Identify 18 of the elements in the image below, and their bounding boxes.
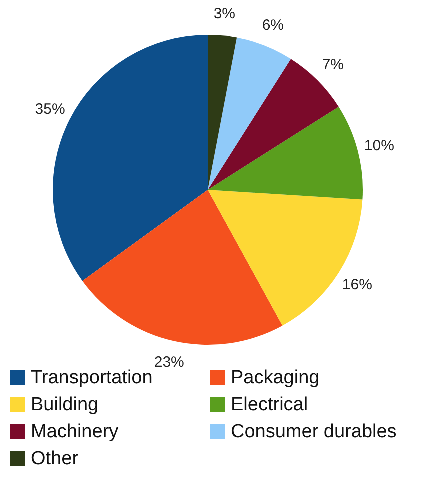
data-label: 35%	[35, 101, 66, 118]
pie-slice	[208, 38, 292, 190]
legend-label: Other	[31, 448, 80, 470]
data-label: 16%	[342, 276, 372, 294]
legend-label: Consumer durables	[231, 422, 397, 442]
pie-slice	[208, 106, 363, 200]
data-label: 3%	[214, 5, 236, 22]
legend-label: Building	[31, 394, 99, 416]
data-label: 23%	[154, 354, 184, 372]
pie-slice	[208, 35, 238, 190]
legend-label: Electrical	[231, 394, 308, 416]
data-label: 7%	[322, 56, 344, 74]
pie-slice	[82, 190, 283, 345]
data-label: 10%	[364, 137, 394, 154]
legend-label: Packaging	[231, 368, 320, 388]
legend-label: Machinery	[31, 422, 120, 442]
data-label: 6%	[262, 16, 284, 34]
legend-label: Transportation	[31, 368, 153, 388]
